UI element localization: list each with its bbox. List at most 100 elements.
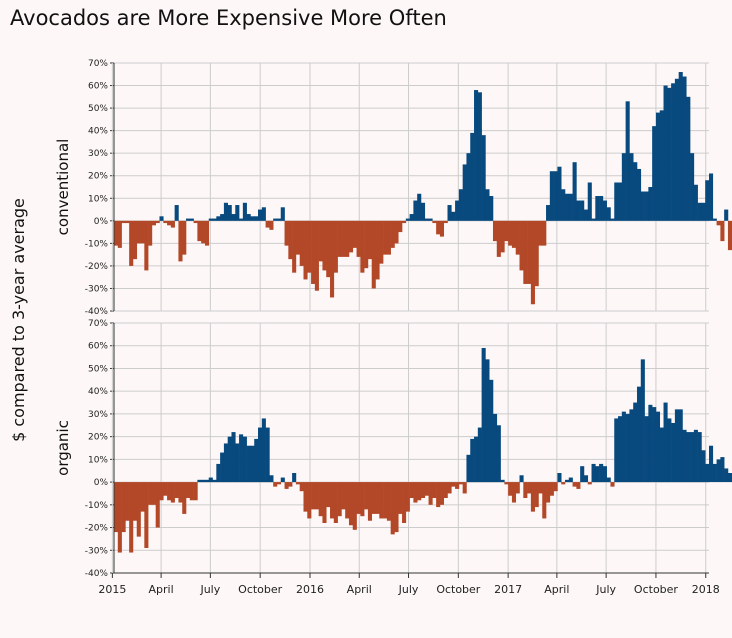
bar <box>686 96 691 221</box>
bar <box>398 482 403 514</box>
bar <box>644 191 649 221</box>
bar <box>417 193 422 221</box>
bar <box>485 359 490 483</box>
bar <box>208 477 213 483</box>
bar <box>280 207 285 221</box>
bar <box>276 218 282 221</box>
y-tick-label: 60% <box>88 82 108 92</box>
bar <box>492 220 498 242</box>
bar <box>485 189 490 221</box>
bar <box>481 135 486 221</box>
bar <box>701 450 706 483</box>
bar <box>504 482 509 485</box>
bar <box>246 214 251 221</box>
bar <box>386 482 391 521</box>
bar <box>693 429 698 483</box>
bar <box>265 427 270 483</box>
bar <box>163 482 168 496</box>
bar <box>292 473 297 483</box>
bar <box>652 407 657 483</box>
bar <box>258 209 263 221</box>
y-tick-label: -40% <box>85 569 109 579</box>
bar <box>625 101 630 221</box>
bar <box>189 482 194 501</box>
bar <box>155 220 160 224</box>
bar <box>330 220 335 298</box>
y-tick-label: 40% <box>88 387 108 397</box>
panel-label-conventional: conventional <box>54 139 72 236</box>
bar <box>591 218 596 221</box>
y-tick-label: -20% <box>85 262 109 272</box>
bar <box>114 482 119 533</box>
x-tick-label: April <box>347 583 372 596</box>
bar <box>254 216 259 221</box>
y-tick-label: 30% <box>88 149 108 159</box>
bar <box>364 482 369 510</box>
bar <box>428 482 433 505</box>
bar <box>610 482 615 487</box>
x-tick-label: October <box>634 583 678 596</box>
bar <box>186 218 191 221</box>
x-tick-label: October <box>238 583 282 596</box>
bar <box>242 202 247 221</box>
bar <box>633 162 638 221</box>
bar <box>367 482 373 521</box>
bar <box>553 482 558 492</box>
bar <box>538 482 543 494</box>
bar <box>288 220 293 260</box>
bar <box>443 482 448 498</box>
bar <box>428 218 433 221</box>
bar <box>610 218 615 221</box>
bar <box>557 166 562 221</box>
bar <box>352 482 357 530</box>
bar <box>644 416 649 483</box>
bar <box>197 220 202 242</box>
bar <box>140 482 145 512</box>
bar <box>174 205 179 221</box>
bar <box>390 482 395 535</box>
bar <box>178 482 183 503</box>
chart-title: Avocados are More Expensive More Often <box>10 6 447 30</box>
bar <box>561 189 566 221</box>
x-tick-label: July <box>595 583 616 596</box>
bar <box>269 220 274 230</box>
bar <box>674 78 679 221</box>
bar <box>462 164 467 221</box>
bar <box>727 473 732 483</box>
bar <box>621 153 626 221</box>
bar <box>402 482 407 523</box>
bar <box>280 477 285 483</box>
bar <box>682 429 687 483</box>
bar <box>587 182 592 221</box>
bar <box>674 409 679 483</box>
y-tick-label: 0% <box>94 478 109 488</box>
bar <box>655 411 661 483</box>
bar <box>364 220 369 269</box>
bar <box>625 413 630 483</box>
bar <box>375 220 380 280</box>
bar <box>136 482 141 537</box>
bar <box>716 220 721 226</box>
bar <box>538 220 543 246</box>
y-tick-label: 30% <box>88 410 108 420</box>
bar <box>216 216 221 221</box>
bar <box>455 200 460 221</box>
bar <box>254 438 259 483</box>
x-tick-label: 2018 <box>692 583 720 596</box>
bar <box>193 482 198 501</box>
bar <box>239 434 244 483</box>
bar <box>383 220 388 255</box>
y-tick-label: -30% <box>85 546 109 556</box>
bar <box>636 386 642 483</box>
bar <box>265 220 270 228</box>
bar <box>606 477 611 483</box>
bar <box>299 482 304 492</box>
bar <box>159 216 164 221</box>
bar <box>220 214 225 221</box>
bar <box>667 87 672 221</box>
bar <box>413 200 418 221</box>
bar <box>572 162 577 221</box>
y-tick-label: 10% <box>88 455 108 465</box>
bar <box>595 196 600 221</box>
bar <box>504 220 509 242</box>
